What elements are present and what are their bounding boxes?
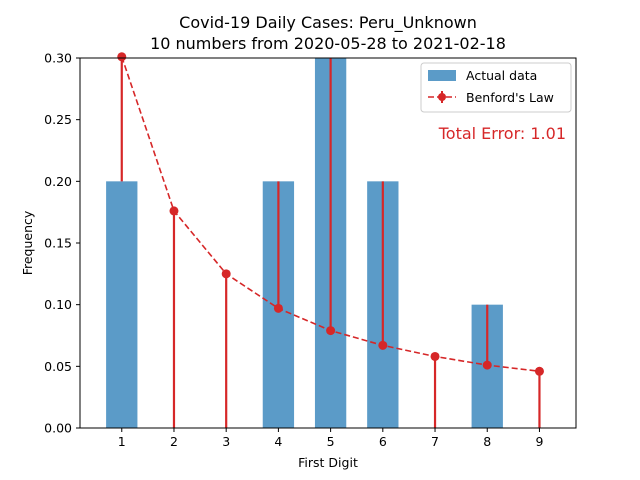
benford-point-digit-6	[378, 340, 388, 350]
x-tick-label-8: 8	[483, 434, 491, 449]
x-axis-label: First Digit	[298, 455, 358, 470]
benford-point-digit-2	[169, 206, 179, 216]
legend-label-actual: Actual data	[466, 68, 537, 83]
y-tick-label-0.20: 0.20	[44, 174, 72, 189]
y-tick-label-0.10: 0.10	[44, 297, 72, 312]
x-ticks-group: 1 2 3 4 5 6 7 8 9	[118, 428, 543, 449]
x-tick-label-5: 5	[327, 434, 335, 449]
benford-point-digit-4	[273, 303, 283, 313]
x-tick-label-7: 7	[431, 434, 439, 449]
y-tick-label-0.05: 0.05	[44, 359, 72, 374]
y-tick-label-0.00: 0.00	[44, 421, 72, 436]
benford-markers-group	[117, 52, 544, 376]
x-tick-label-9: 9	[535, 434, 543, 449]
bar-digit-1	[106, 181, 138, 428]
x-tick-label-4: 4	[274, 434, 282, 449]
y-tick-label-0.30: 0.30	[44, 51, 72, 66]
x-tick-label-6: 6	[379, 434, 387, 449]
x-tick-label-2: 2	[170, 434, 178, 449]
benford-point-digit-3	[221, 269, 231, 279]
legend-bar-swatch	[428, 70, 456, 81]
benford-point-digit-5	[326, 326, 336, 336]
y-axis-label: Frequency	[20, 210, 35, 275]
chart-subtitle: 10 numbers from 2020-05-28 to 2021-02-18	[150, 34, 506, 53]
y-ticks-group: 0.00 0.05 0.10 0.15 0.20 0.25 0.30	[44, 51, 80, 436]
y-tick-label-0.25: 0.25	[44, 112, 72, 127]
x-tick-label-3: 3	[222, 434, 230, 449]
total-error-annotation: Total Error: 1.01	[438, 124, 566, 143]
benford-point-digit-1	[117, 52, 127, 62]
benford-point-digit-7	[430, 351, 440, 361]
error-stems-group	[120, 56, 541, 428]
benford-point-digit-9	[534, 366, 544, 376]
legend-box	[420, 62, 572, 113]
benford-point-digit-8	[482, 360, 492, 370]
x-tick-label-1: 1	[118, 434, 126, 449]
legend: Actual data Benford's Law	[420, 62, 572, 113]
legend-label-benford: Benford's Law	[466, 90, 554, 105]
legend-marker-swatch	[438, 93, 446, 101]
chart-title: Covid-19 Daily Cases: Peru_Unknown	[179, 13, 477, 33]
y-tick-label-0.15: 0.15	[44, 236, 72, 251]
